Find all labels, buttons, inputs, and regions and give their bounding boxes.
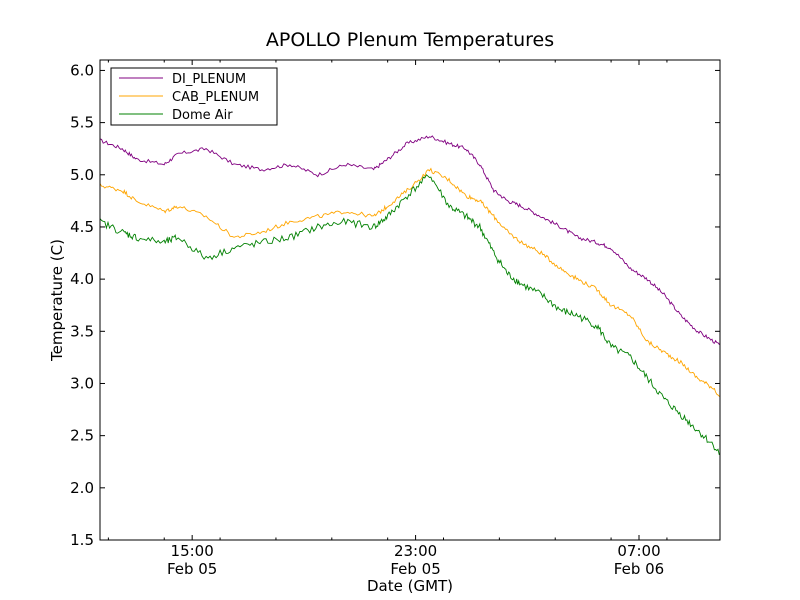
- series-line-di-plenum: [100, 135, 720, 345]
- x-tick-date: Feb 05: [167, 560, 217, 578]
- x-tick-date: Feb 06: [614, 560, 664, 578]
- y-tick-label: 2.5: [70, 427, 94, 445]
- series-line-cab-plenum: [100, 167, 720, 398]
- y-tick-label: 4.0: [70, 270, 94, 288]
- y-tick-label: 4.5: [70, 218, 94, 236]
- y-tick-label: 3.0: [70, 374, 94, 392]
- series-line-dome-air: [100, 174, 720, 456]
- y-axis-label: Temperature (C): [48, 239, 66, 362]
- x-tick-time: 15:00: [171, 542, 214, 560]
- legend-label: CAB_PLENUM: [172, 90, 259, 105]
- x-axis-label: Date (GMT): [367, 577, 453, 595]
- y-tick-label: 2.0: [70, 479, 94, 497]
- y-tick-label: 3.5: [70, 322, 94, 340]
- x-tick-time: 23:00: [394, 542, 437, 560]
- legend-label: DI_PLENUM: [172, 72, 246, 87]
- y-tick-label: 5.5: [70, 114, 94, 132]
- legend-label: Dome Air: [172, 108, 233, 123]
- legend: DI_PLENUM CAB_PLENUM Dome Air: [110, 67, 278, 126]
- plot-frame: [99, 59, 721, 541]
- x-tick-time: 07:00: [617, 542, 660, 560]
- y-tick-label: 6.0: [70, 61, 94, 79]
- x-tick-date: Feb 05: [390, 560, 440, 578]
- y-tick-label: 1.5: [70, 531, 94, 549]
- series-lines: [100, 135, 720, 456]
- y-tick-label: 5.0: [70, 166, 94, 184]
- chart-title: APOLLO Plenum Temperatures: [266, 29, 554, 51]
